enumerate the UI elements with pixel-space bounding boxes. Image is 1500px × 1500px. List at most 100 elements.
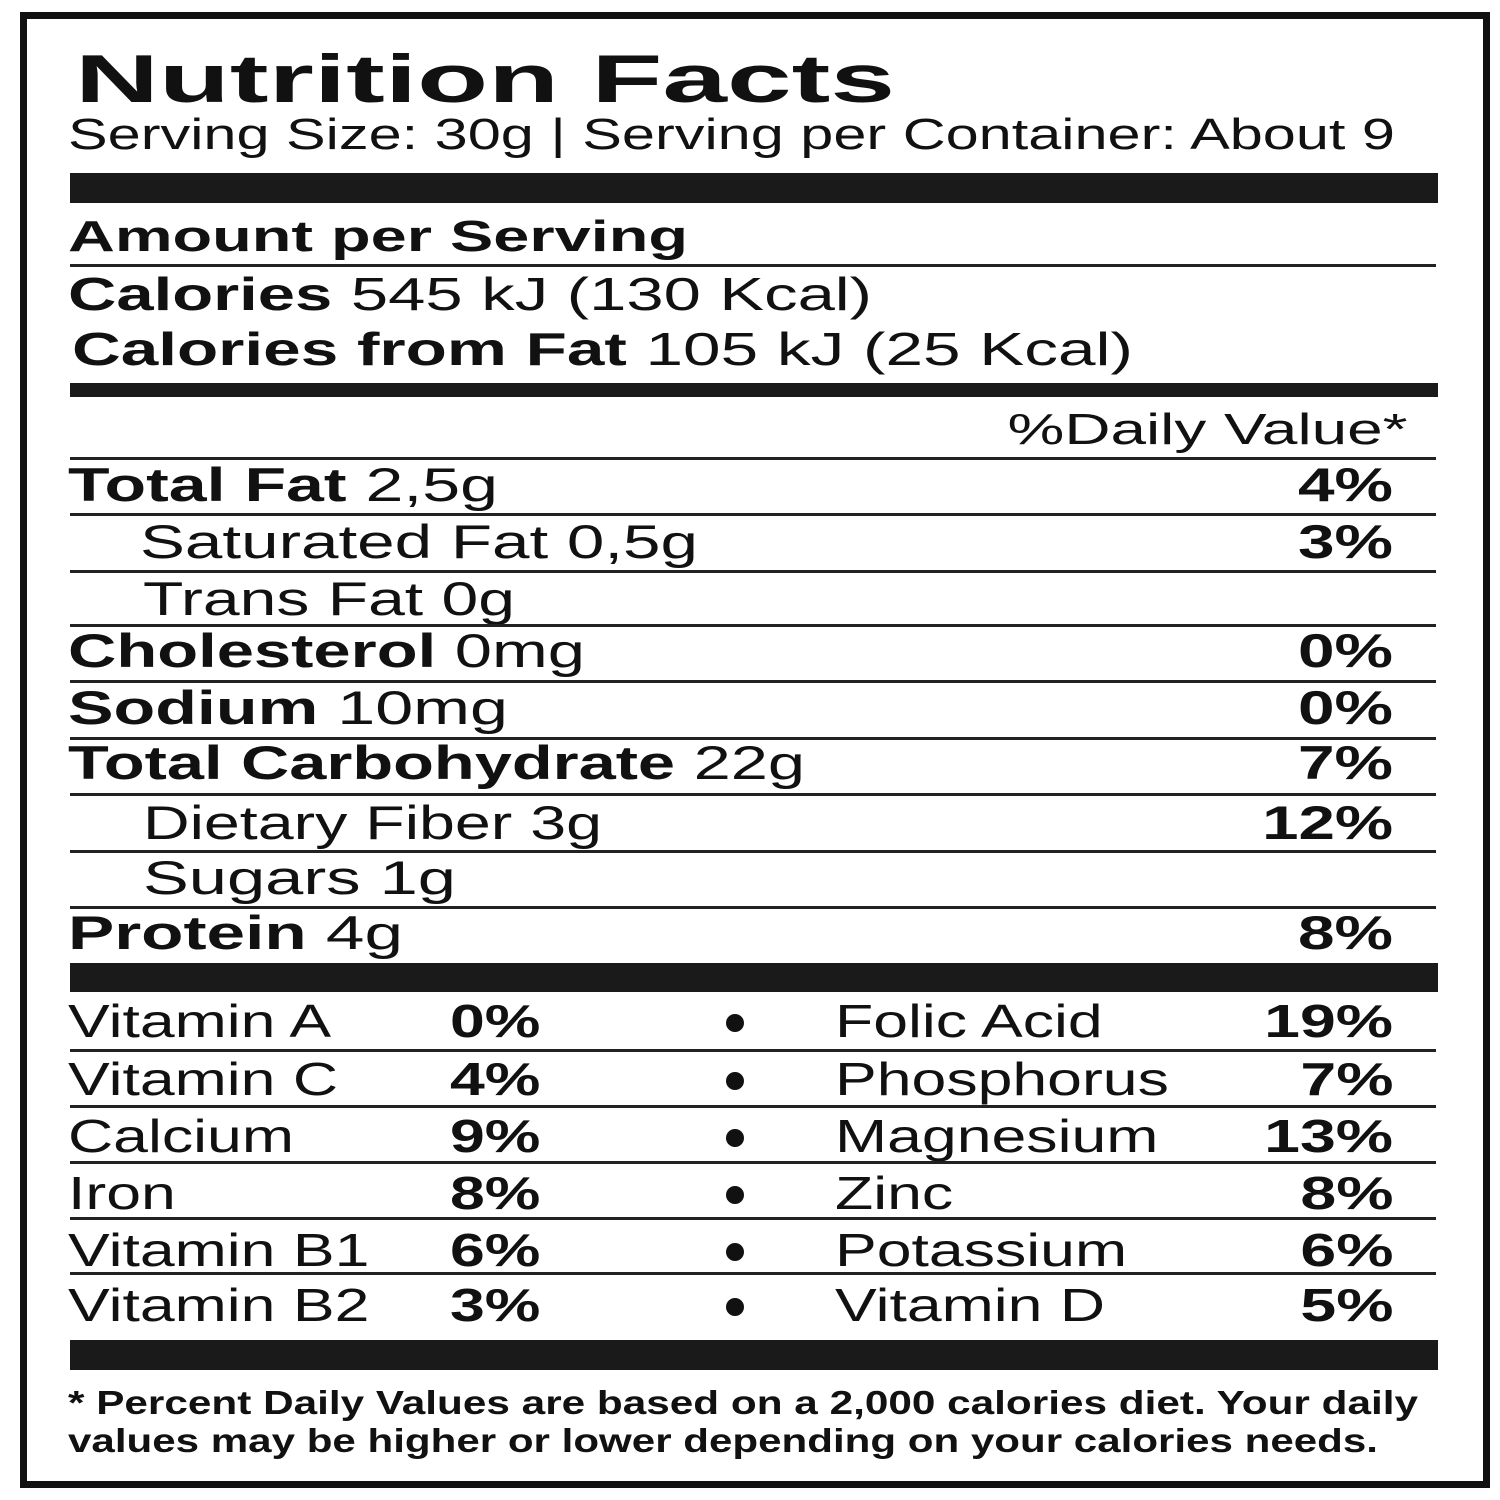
calories-fat-row: Calories from Fat 105 kJ (25 Kcal) [72,323,1133,375]
nutrient-dv: 0% [1298,624,1393,677]
nutrient-amount: 3g [530,796,602,849]
mineral-percent: 7% [1299,1053,1393,1105]
bullet-icon [726,1014,744,1032]
nutrient-amount: 0mg [454,624,585,677]
nutrient-dv: 0% [1298,681,1393,734]
vitamin-name: Vitamin A [68,995,332,1047]
nutrient-label: Sugars [143,851,361,904]
dv-header-text: %Daily Value* [1008,405,1408,454]
vitamin-name: Calcium [68,1110,294,1162]
amount-header-text: Amount per Serving [68,212,688,261]
calories-fat-label: Calories from Fat [72,323,627,375]
bullet-icon [726,1298,744,1316]
nutrient-amount: 0g [441,572,515,625]
bullet-icon [726,1186,744,1204]
mineral-percent: 6% [1299,1224,1393,1276]
divider [70,850,1436,853]
calories-label: Calories [68,268,333,320]
vitamin-name: Vitamin B2 [68,1279,370,1331]
vitamin-percent: 9% [450,1110,541,1162]
divider [70,570,1436,573]
nutrient-row: Saturated Fat 0,5g [140,518,698,565]
divider [70,513,1436,516]
divider [70,906,1436,909]
vitamin-percent: 8% [450,1167,541,1219]
nutrient-dv: 8% [1298,906,1393,959]
serving-info: Serving Size: 30g | Serving per Containe… [68,113,1395,157]
mineral-percent: 19% [1264,995,1393,1047]
nutrient-row: Dietary Fiber 3g [143,799,602,846]
nutrient-amount: 4g [325,906,403,959]
nutrient-dv: 4% [1298,458,1393,511]
divider [70,737,1436,740]
nutrient-dv: 12% [1262,796,1393,849]
thick-divider [70,963,1438,992]
nutrient-label: Trans Fat [143,572,424,625]
calories-fat-value: 105 kJ (25 Kcal) [645,323,1133,375]
vitamin-percent: 6% [450,1224,541,1276]
nutrient-row: Total Carbohydrate 22g [68,739,805,786]
medium-divider [70,383,1438,397]
divider [70,1217,1436,1220]
divider [70,1272,1436,1275]
divider [70,1049,1436,1052]
footnote-line: values may be higher or lower depending … [68,1422,1378,1459]
amount-header: Amount per Serving [68,215,688,259]
mineral-name: Zinc [835,1167,954,1219]
vitamin-percent: 0% [450,995,541,1047]
nutrient-label: Cholesterol [68,624,437,677]
divider [70,1161,1436,1164]
mineral-name: Folic Acid [835,995,1103,1047]
nutrient-row: Total Fat 2,5g [68,458,498,511]
vitamin-name: Vitamin C [68,1053,339,1105]
nutrient-amount: 2,5g [365,458,498,511]
divider [70,264,1436,267]
nutrient-label: Total Fat [68,458,347,511]
divider [70,793,1436,796]
footnote-line: * Percent Daily Values are based on a 2,… [68,1384,1418,1421]
daily-value-header: %Daily Value* [1008,408,1408,452]
mineral-name: Vitamin D [835,1279,1106,1331]
nutrient-row: Protein 4g [68,909,403,956]
mineral-name: Potassium [835,1224,1128,1276]
bullet-icon [726,1243,744,1261]
nutrient-row: Cholesterol 0mg [68,627,585,674]
nutrient-label: Saturated Fat [140,515,549,568]
thick-divider [70,173,1438,203]
thick-divider [70,1340,1438,1370]
nutrient-label: Protein [68,906,307,959]
vitamin-name: Iron [68,1167,176,1219]
divider [70,624,1436,627]
nutrient-amount: 0,5g [566,515,698,568]
serving-text: Serving Size: 30g | Serving per Containe… [68,110,1395,159]
divider [70,680,1436,683]
nutrient-label: Total Carbohydrate [68,736,676,789]
mineral-percent: 5% [1299,1279,1393,1331]
label-border [20,12,1490,1488]
nutrient-label: Dietary Fiber [143,796,513,849]
mineral-percent: 8% [1299,1167,1393,1219]
nutrient-amount: 22g [693,736,805,789]
mineral-name: Phosphorus [835,1053,1169,1105]
nutrient-dv: 7% [1298,736,1393,789]
mineral-percent: 13% [1264,1110,1393,1162]
vitamin-percent: 4% [450,1053,541,1105]
vitamin-name: Vitamin B1 [68,1224,370,1276]
nutrient-row: Sugars 1g [143,854,456,901]
vitamin-percent: 3% [450,1279,541,1331]
bullet-icon [726,1072,744,1090]
label-title: Nutrition Facts [75,45,895,113]
mineral-name: Magnesium [835,1110,1159,1162]
title-text: Nutrition Facts [75,41,895,117]
divider [70,1105,1436,1108]
nutrient-amount: 10mg [337,681,508,734]
divider [70,457,1436,460]
bullet-icon [726,1129,744,1147]
nutrient-dv: 3% [1298,515,1393,568]
calories-row: Calories 545 kJ (130 Kcal) [68,268,872,320]
calories-value: 545 kJ (130 Kcal) [350,268,873,320]
nutrient-label: Sodium [68,681,319,734]
nutrient-amount: 1g [379,851,456,904]
nutrient-row: Sodium 10mg [68,681,508,734]
nutrient-row: Trans Fat 0g [143,575,515,622]
